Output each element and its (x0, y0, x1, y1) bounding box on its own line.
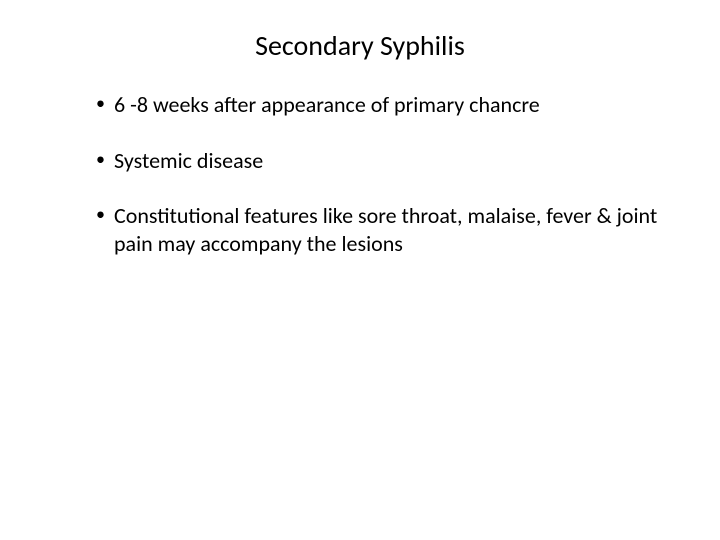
bullet-item: Systemic disease (96, 147, 664, 175)
bullet-item: Constitutional features like sore throat… (96, 202, 664, 257)
slide-container: Secondary Syphilis 6 -8 weeks after appe… (0, 0, 720, 540)
bullet-item: 6 -8 weeks after appearance of primary c… (96, 91, 664, 119)
bullet-list: 6 -8 weeks after appearance of primary c… (96, 91, 664, 257)
slide-title: Secondary Syphilis (56, 28, 664, 63)
